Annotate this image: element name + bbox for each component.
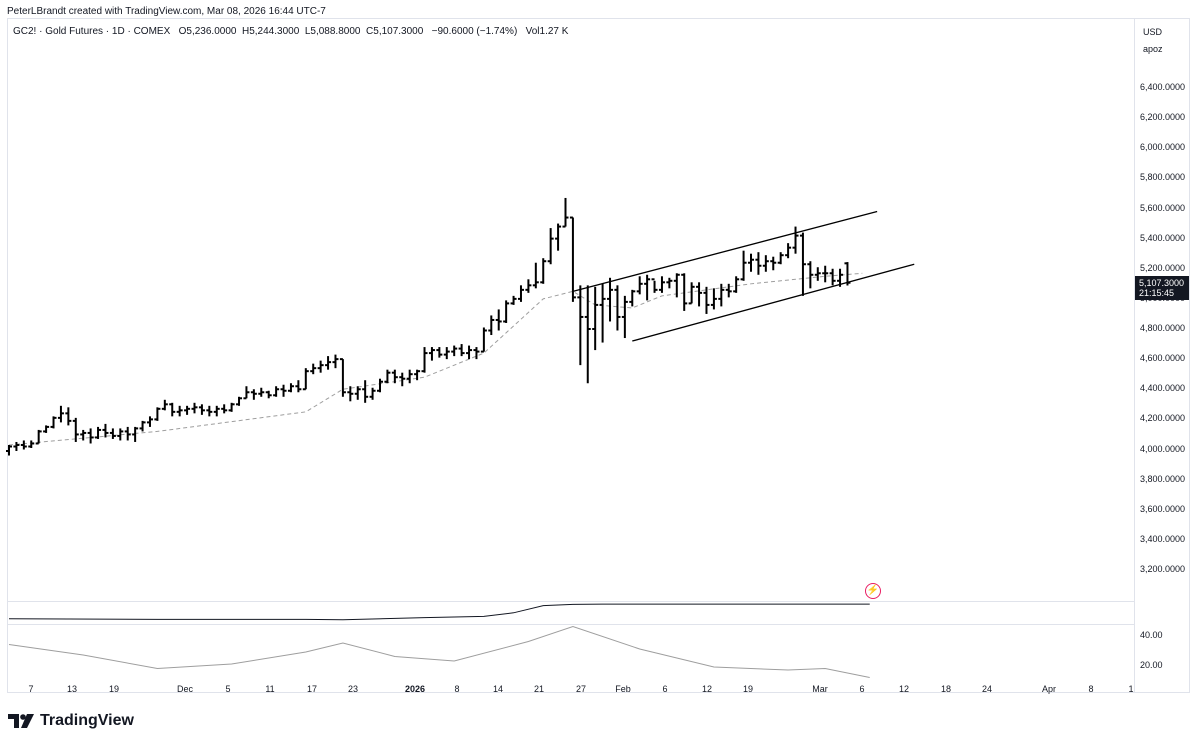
price-tick-label: 5,200.0000 xyxy=(1140,262,1186,273)
time-tick-label: 23 xyxy=(347,684,359,694)
tradingview-logo-icon xyxy=(8,714,34,728)
time-tick-label: 12 xyxy=(898,684,910,694)
price-tick-label: 6,200.0000 xyxy=(1140,112,1186,123)
price-tick-label: 3,600.0000 xyxy=(1140,503,1186,514)
time-tick-label: 21 xyxy=(533,684,545,694)
last-price: 5,107.3000 xyxy=(1139,278,1185,288)
pane-separator-1[interactable] xyxy=(7,601,1134,602)
price-scale[interactable] xyxy=(1134,18,1190,693)
oscillator-tick-label: 20.00 xyxy=(1140,660,1163,670)
low-value: L5,088.8000 xyxy=(304,26,361,37)
indicator-line xyxy=(8,603,870,621)
time-tick-label: Apr xyxy=(1041,684,1057,694)
moving-average-line xyxy=(8,272,863,446)
pane-separator-2[interactable] xyxy=(7,624,1134,625)
price-tick-label: 5,600.0000 xyxy=(1140,202,1186,213)
time-tick-label: 6 xyxy=(859,684,865,694)
alert-bolt-icon[interactable]: ⚡ xyxy=(865,583,881,599)
time-tick-label: 11 xyxy=(265,684,275,694)
time-tick-label: 27 xyxy=(575,684,587,694)
time-tick-label: 17 xyxy=(306,684,318,694)
change-value: −90.6000 (−1.74%) xyxy=(431,26,518,37)
time-tick-label: 14 xyxy=(492,684,504,694)
oscillator-line xyxy=(8,625,870,678)
price-mode-label[interactable]: apoz xyxy=(1143,44,1163,54)
time-tick-label: 8 xyxy=(1088,684,1094,694)
symbol-title[interactable]: GC2! · Gold Futures · 1D · COMEX xyxy=(13,26,171,37)
close-value: C5,107.3000 xyxy=(366,26,424,37)
high-value: H5,244.3000 xyxy=(242,26,300,37)
price-tick-label: 4,800.0000 xyxy=(1140,323,1186,333)
channel-upper-line xyxy=(572,210,878,292)
channel-lower-line xyxy=(632,263,915,342)
open-value: O5,236.0000 xyxy=(178,26,237,37)
time-tick-label: Feb xyxy=(615,684,631,694)
symbol-legend[interactable]: GC2! · Gold Futures · 1D · COMEX O5,236.… xyxy=(13,26,568,37)
time-tick-label: 19 xyxy=(742,684,754,694)
price-tick-label: 5,400.0000 xyxy=(1140,232,1186,243)
price-tick-label: 4,400.0000 xyxy=(1140,383,1186,394)
price-tick-label: 4,200.0000 xyxy=(1140,413,1186,424)
tradingview-logo: TradingView xyxy=(8,711,134,731)
time-tick-label: 19 xyxy=(108,684,120,694)
bar-countdown: 21:15:45 xyxy=(1139,288,1175,298)
volume-value: Vol1.27 K xyxy=(525,26,569,37)
price-tick-label: 3,400.0000 xyxy=(1140,533,1186,544)
tradingview-brand: TradingView xyxy=(40,712,134,729)
price-tick-label: 4,600.0000 xyxy=(1140,353,1186,364)
time-tick-label: 18 xyxy=(940,684,952,694)
time-tick-label: 24 xyxy=(981,684,993,694)
price-tick-label: 6,000.0000 xyxy=(1140,142,1186,153)
time-tick-label: 6 xyxy=(662,684,668,694)
time-tick-label: 7 xyxy=(28,684,34,694)
time-tick-label: 13 xyxy=(66,684,78,694)
price-tick-label: 3,800.0000 xyxy=(1140,473,1186,484)
time-tick-label: 2026 xyxy=(404,684,426,694)
time-tick-label: Dec xyxy=(176,684,194,694)
price-tick-label: 4,000.0000 xyxy=(1140,443,1186,454)
currency-label[interactable]: USD xyxy=(1143,27,1163,37)
chart-credit: PeterLBrandt created with TradingView.co… xyxy=(7,6,326,17)
price-tick-label: 3,200.0000 xyxy=(1140,564,1186,574)
oscillator-tick-label: 40.00 xyxy=(1140,630,1163,640)
price-tick-label: 5,800.0000 xyxy=(1140,172,1186,183)
price-tick-label: 6,400.0000 xyxy=(1140,82,1186,92)
time-tick-label: 8 xyxy=(454,684,460,694)
last-price-tag: 5,107.3000 21:15:45 xyxy=(1135,276,1189,300)
time-tick-label: 5 xyxy=(225,684,231,694)
chart-frame xyxy=(7,18,1190,693)
time-tick-label: 1 xyxy=(1128,684,1134,694)
time-tick-label: Mar xyxy=(812,684,828,694)
time-tick-label: 12 xyxy=(701,684,713,694)
